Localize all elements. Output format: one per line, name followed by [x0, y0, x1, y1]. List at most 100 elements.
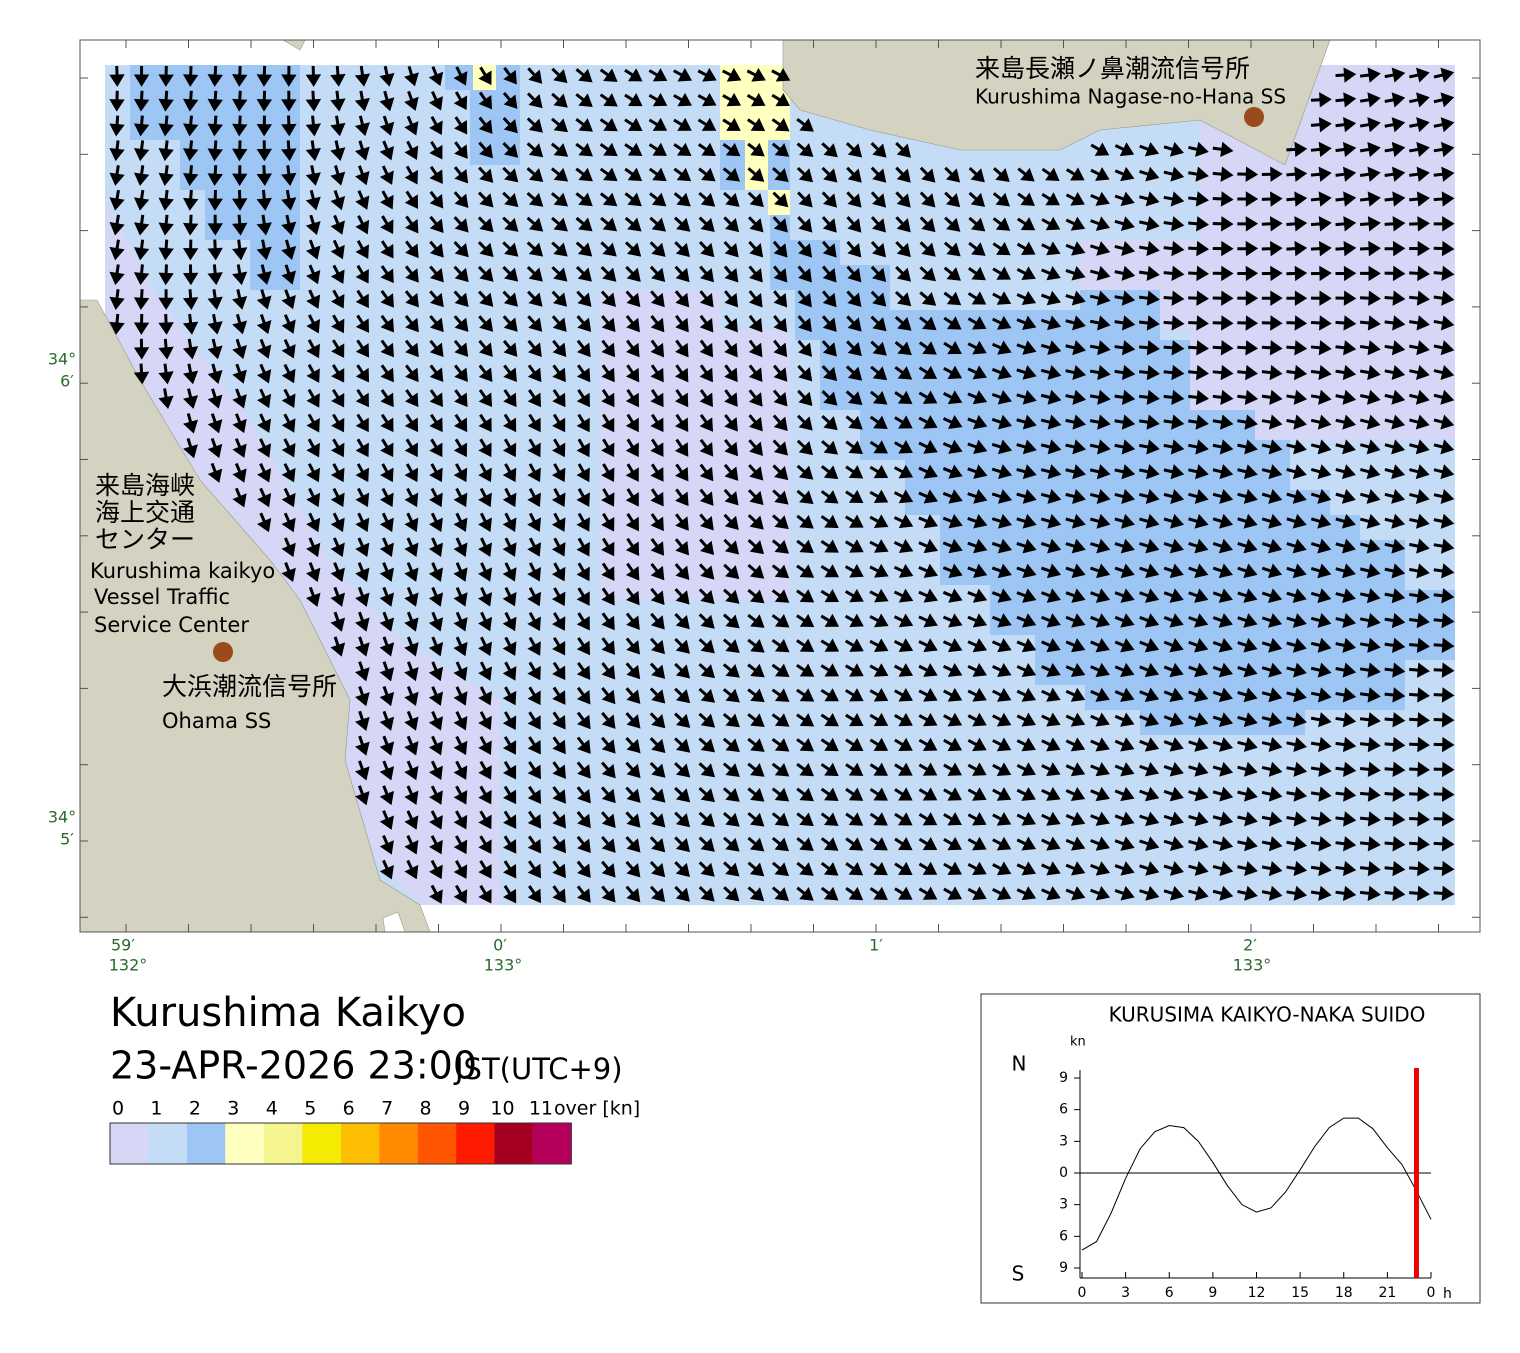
current-arrow	[1139, 687, 1160, 702]
current-arrow	[1433, 364, 1455, 380]
current-arrow	[1212, 364, 1234, 381]
current-arrow	[1359, 67, 1381, 83]
current-arrow	[772, 489, 789, 505]
current-arrow	[281, 65, 297, 87]
current-arrow	[1138, 364, 1160, 381]
current-arrow	[453, 166, 469, 184]
current-arrow	[305, 586, 321, 607]
station-name-ja: 海上交通	[95, 498, 195, 527]
current-arrow	[1016, 737, 1036, 752]
current-arrow	[942, 613, 963, 628]
current-arrow	[821, 216, 837, 233]
current-arrow	[1041, 266, 1061, 281]
current-arrow	[1237, 885, 1258, 901]
title: Kurushima Kaikyo	[110, 990, 466, 1036]
legend-label: 5	[304, 1098, 316, 1120]
current-arrow	[355, 190, 370, 210]
current-arrow	[429, 438, 443, 458]
current-arrow	[158, 189, 174, 211]
current-arrow	[1433, 414, 1455, 430]
current-arrow	[1359, 364, 1381, 381]
current-arrow	[772, 389, 788, 407]
current-arrow	[1016, 290, 1037, 306]
current-arrow	[1286, 364, 1308, 381]
current-arrow	[1237, 687, 1258, 703]
current-arrow	[232, 338, 247, 360]
current-arrow	[1237, 439, 1258, 455]
current-arrow	[1163, 836, 1184, 852]
current-arrow	[1310, 141, 1332, 158]
current-arrow	[1433, 637, 1455, 654]
current-arrow	[1261, 662, 1283, 678]
current-arrow	[649, 786, 666, 803]
current-arrow	[1139, 638, 1160, 653]
current-arrow	[404, 710, 419, 731]
current-arrow	[1261, 414, 1283, 430]
current-arrow	[1163, 563, 1184, 579]
current-arrow	[1261, 464, 1283, 480]
current-arrow	[820, 713, 839, 727]
current-arrow	[1261, 489, 1283, 504]
current-arrow	[1090, 662, 1110, 678]
current-arrow	[1041, 886, 1061, 901]
current-arrow	[380, 314, 395, 333]
current-arrow	[404, 835, 419, 855]
current-arrow	[453, 315, 469, 332]
current-arrow	[527, 587, 541, 607]
current-arrow	[454, 364, 468, 382]
current-arrow	[1286, 315, 1308, 331]
current-arrow	[771, 663, 790, 678]
current-arrow	[1163, 662, 1184, 678]
current-arrow	[918, 563, 939, 578]
current-arrow	[1139, 191, 1160, 207]
current-arrow	[674, 662, 691, 679]
current-arrow	[379, 760, 395, 781]
current-arrow	[551, 290, 568, 307]
current-arrow	[429, 389, 444, 408]
current-arrow	[1163, 613, 1184, 628]
current-arrow	[1041, 167, 1060, 181]
current-arrow	[1286, 489, 1307, 504]
current-arrow	[1409, 811, 1430, 827]
current-arrow	[429, 165, 443, 184]
current-arrow	[1114, 538, 1135, 554]
current-arrow	[379, 90, 395, 112]
current-arrow	[1409, 885, 1430, 902]
current-arrow	[943, 762, 962, 776]
current-arrow	[1237, 860, 1258, 877]
current-arrow	[256, 314, 272, 335]
current-arrow	[1212, 340, 1234, 356]
current-arrow	[1310, 290, 1332, 306]
current-arrow	[380, 240, 394, 259]
current-arrow	[404, 735, 419, 756]
current-arrow	[1212, 836, 1234, 852]
current-arrow	[1409, 141, 1430, 158]
timezone: JST(UTC+9)	[453, 1052, 623, 1086]
lon-label: 132°	[109, 956, 148, 975]
current-arrow	[1384, 687, 1406, 703]
current-arrow	[942, 414, 963, 429]
current-arrow	[1310, 836, 1332, 852]
current-arrow	[429, 140, 443, 160]
current-arrow	[1114, 513, 1135, 529]
current-arrow	[796, 638, 815, 652]
current-arrow	[1041, 861, 1061, 876]
current-arrow	[992, 886, 1012, 901]
current-arrow	[1040, 588, 1061, 603]
current-arrow	[674, 762, 691, 778]
current-arrow	[1065, 241, 1086, 256]
current-arrow	[1065, 290, 1086, 306]
current-arrow	[771, 861, 789, 877]
current-arrow	[1090, 638, 1110, 653]
current-arrow	[1286, 736, 1307, 753]
current-arrow	[992, 315, 1012, 330]
current-arrow	[380, 339, 395, 358]
current-arrow	[746, 117, 766, 132]
current-arrow	[1114, 315, 1136, 331]
current-arrow	[330, 463, 345, 483]
current-arrow	[404, 140, 419, 160]
current-arrow	[453, 562, 468, 582]
current-arrow	[379, 636, 395, 657]
current-arrow	[893, 613, 914, 628]
current-arrow	[158, 140, 174, 162]
